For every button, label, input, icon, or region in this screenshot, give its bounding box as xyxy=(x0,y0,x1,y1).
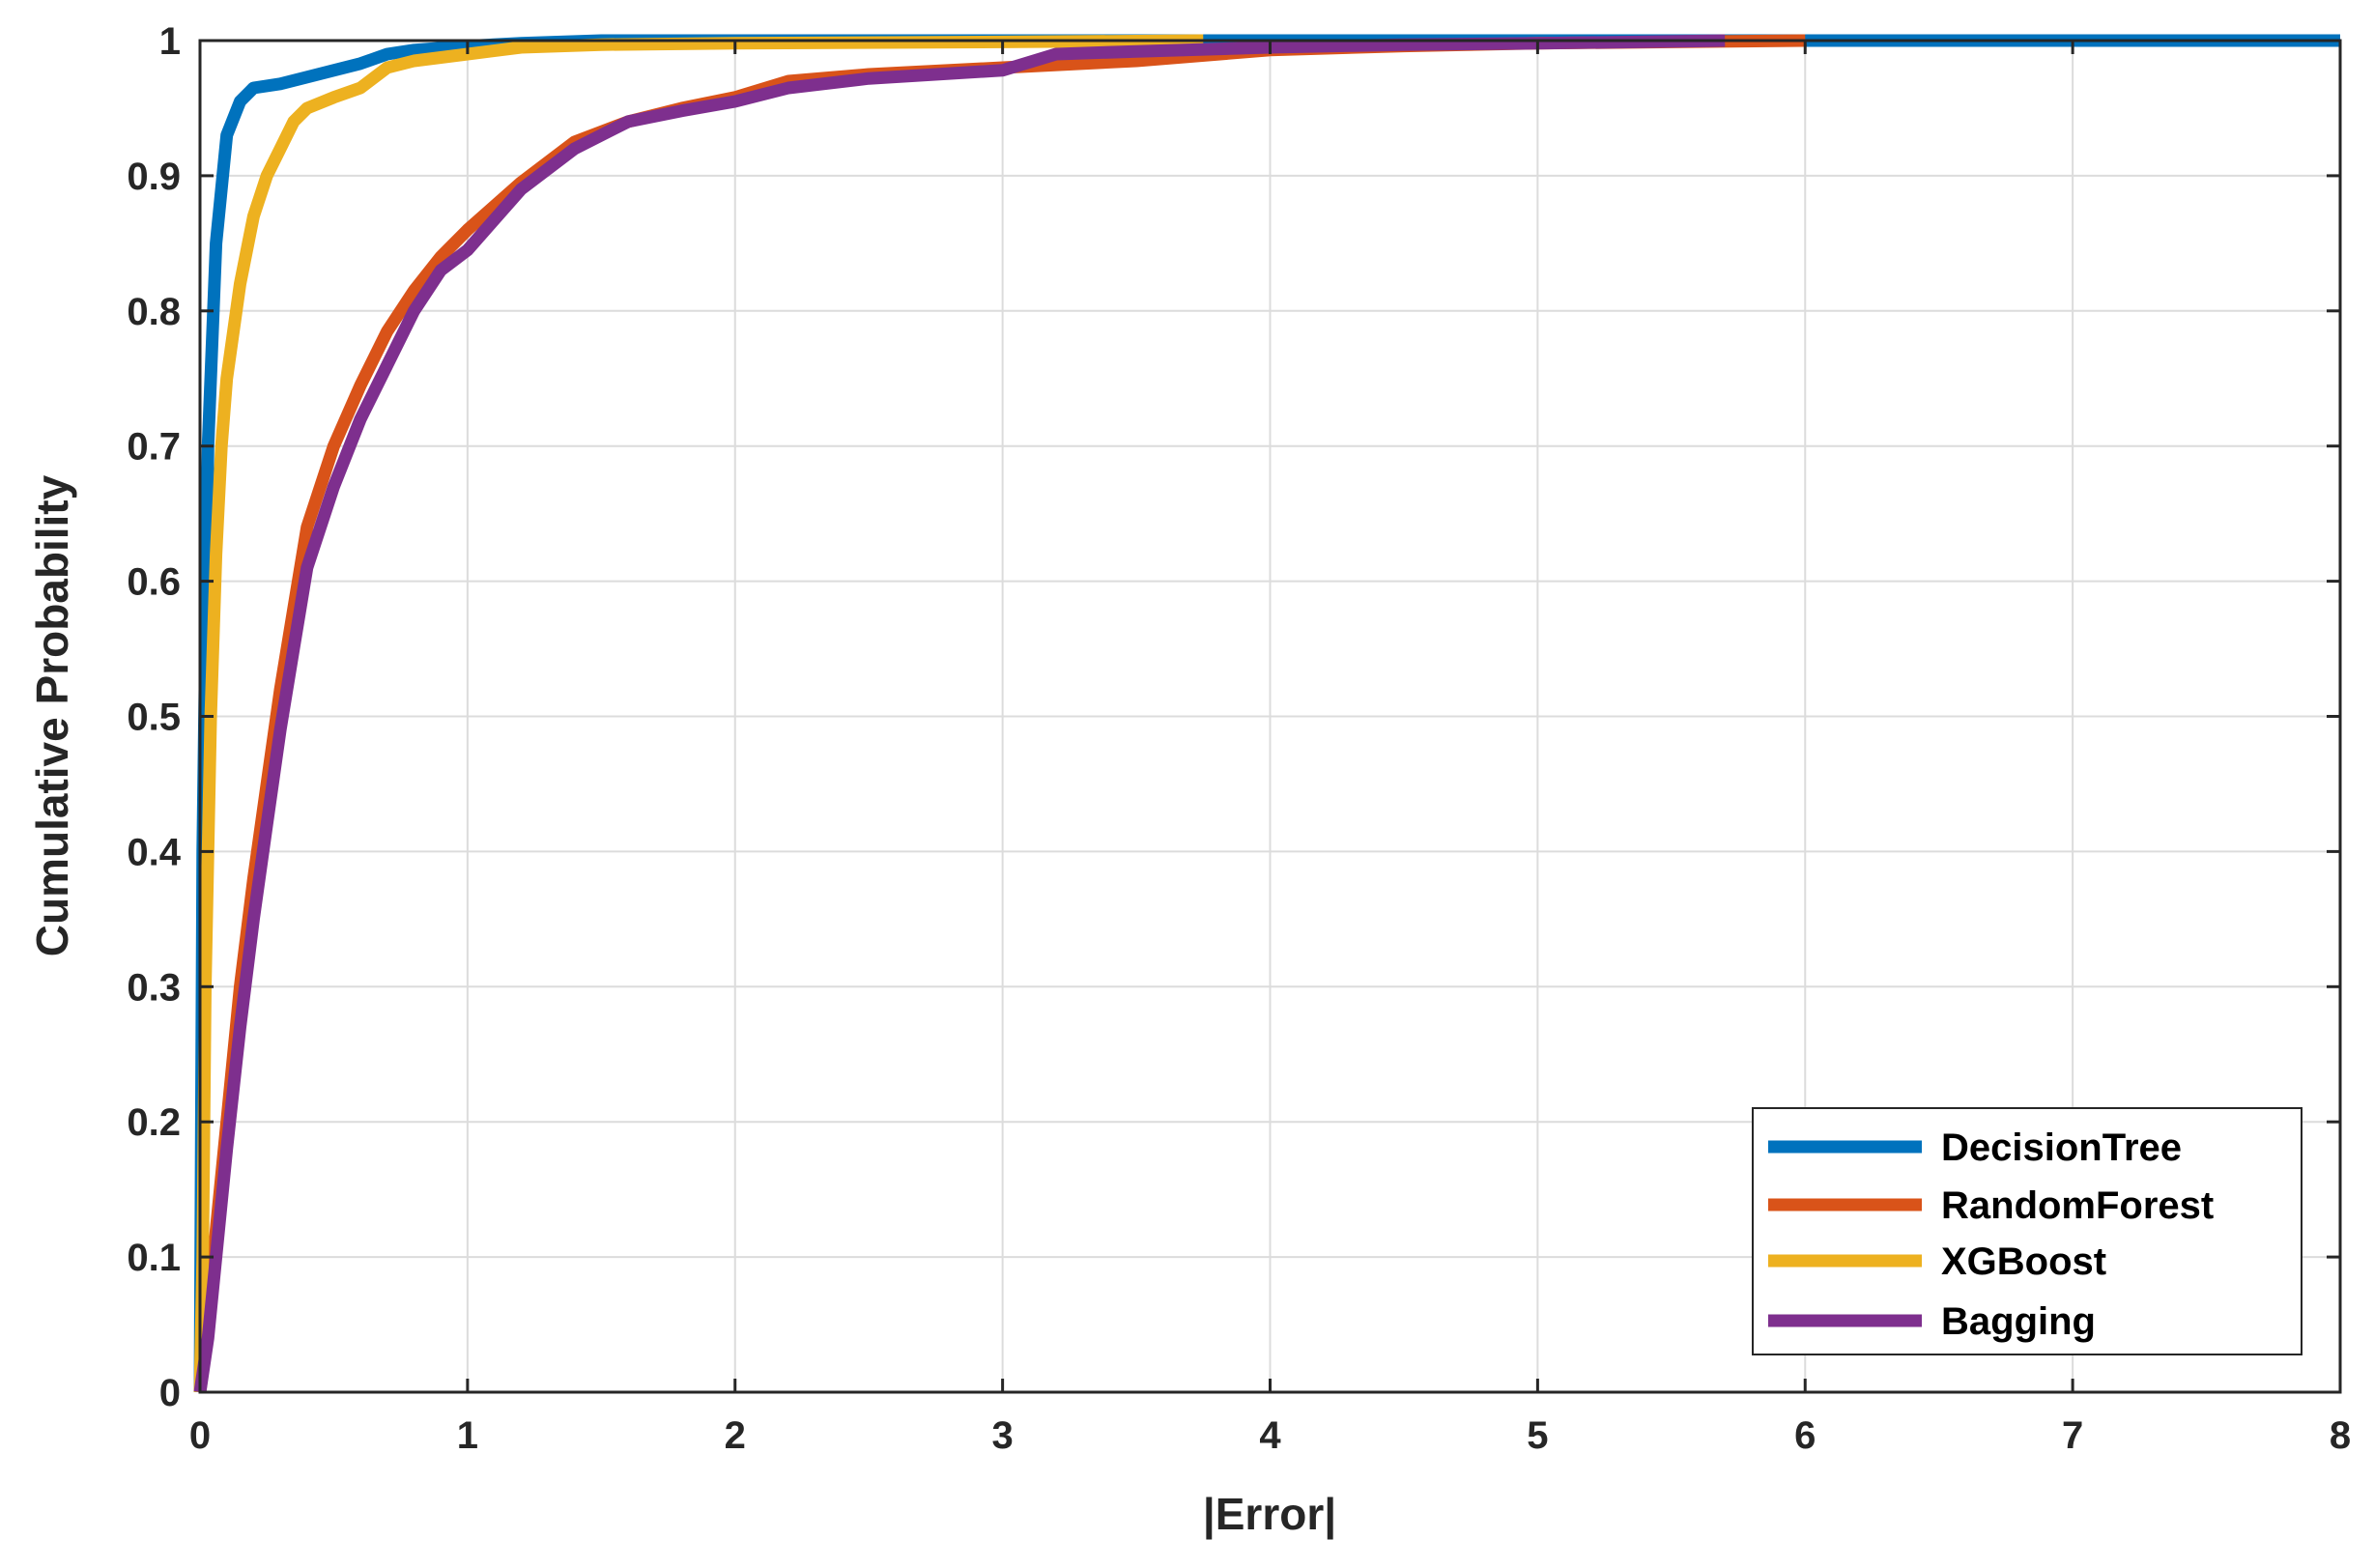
x-tick-label: 4 xyxy=(1259,1414,1281,1457)
y-tick-label: 0.1 xyxy=(127,1237,181,1279)
x-tick-label: 2 xyxy=(725,1414,746,1457)
x-axis-label: |Error| xyxy=(1203,1489,1336,1539)
y-tick-label: 0.3 xyxy=(127,966,181,1009)
y-tick-label: 0.5 xyxy=(127,697,181,739)
legend-label-decisiontree: DecisionTree xyxy=(1941,1126,2182,1169)
series-line-xgboost xyxy=(193,34,1204,1393)
x-tick-label: 1 xyxy=(457,1414,478,1457)
y-tick-label: 0.6 xyxy=(127,561,181,604)
y-tick-label: 0.4 xyxy=(127,831,181,873)
series-line-bagging xyxy=(193,34,1726,1393)
x-tick-label: 3 xyxy=(992,1414,1014,1457)
y-tick-label: 0.7 xyxy=(127,426,181,469)
y-tick-label: 0 xyxy=(159,1372,181,1414)
legend: DecisionTree RandomForest XGBoost Bagging xyxy=(1752,1107,2302,1355)
y-axis-label: Cumulative Probability xyxy=(27,474,77,956)
x-tick-label: 5 xyxy=(1527,1414,1548,1457)
x-tick-label: 7 xyxy=(2062,1414,2083,1457)
y-tick-label: 0.2 xyxy=(127,1101,181,1144)
y-tick-label: 1 xyxy=(159,20,181,63)
axis-ticks: 0 1 2 3 4 5 6 7 8 0 0.1 0.2 0.3 0.4 0.5 0.6 0.7 0.8 0.9 1 xyxy=(127,20,2351,1457)
y-tick-label: 0.9 xyxy=(127,156,181,198)
legend-label-xgboost: XGBoost xyxy=(1941,1240,2106,1283)
x-tick-label: 6 xyxy=(1794,1414,1816,1457)
x-tick-label: 0 xyxy=(189,1414,211,1457)
legend-label-bagging: Bagging xyxy=(1941,1300,2096,1343)
y-tick-label: 0.8 xyxy=(127,291,181,333)
legend-label-randomforest: RandomForest xyxy=(1941,1184,2214,1227)
x-tick-label: 8 xyxy=(2330,1414,2351,1457)
